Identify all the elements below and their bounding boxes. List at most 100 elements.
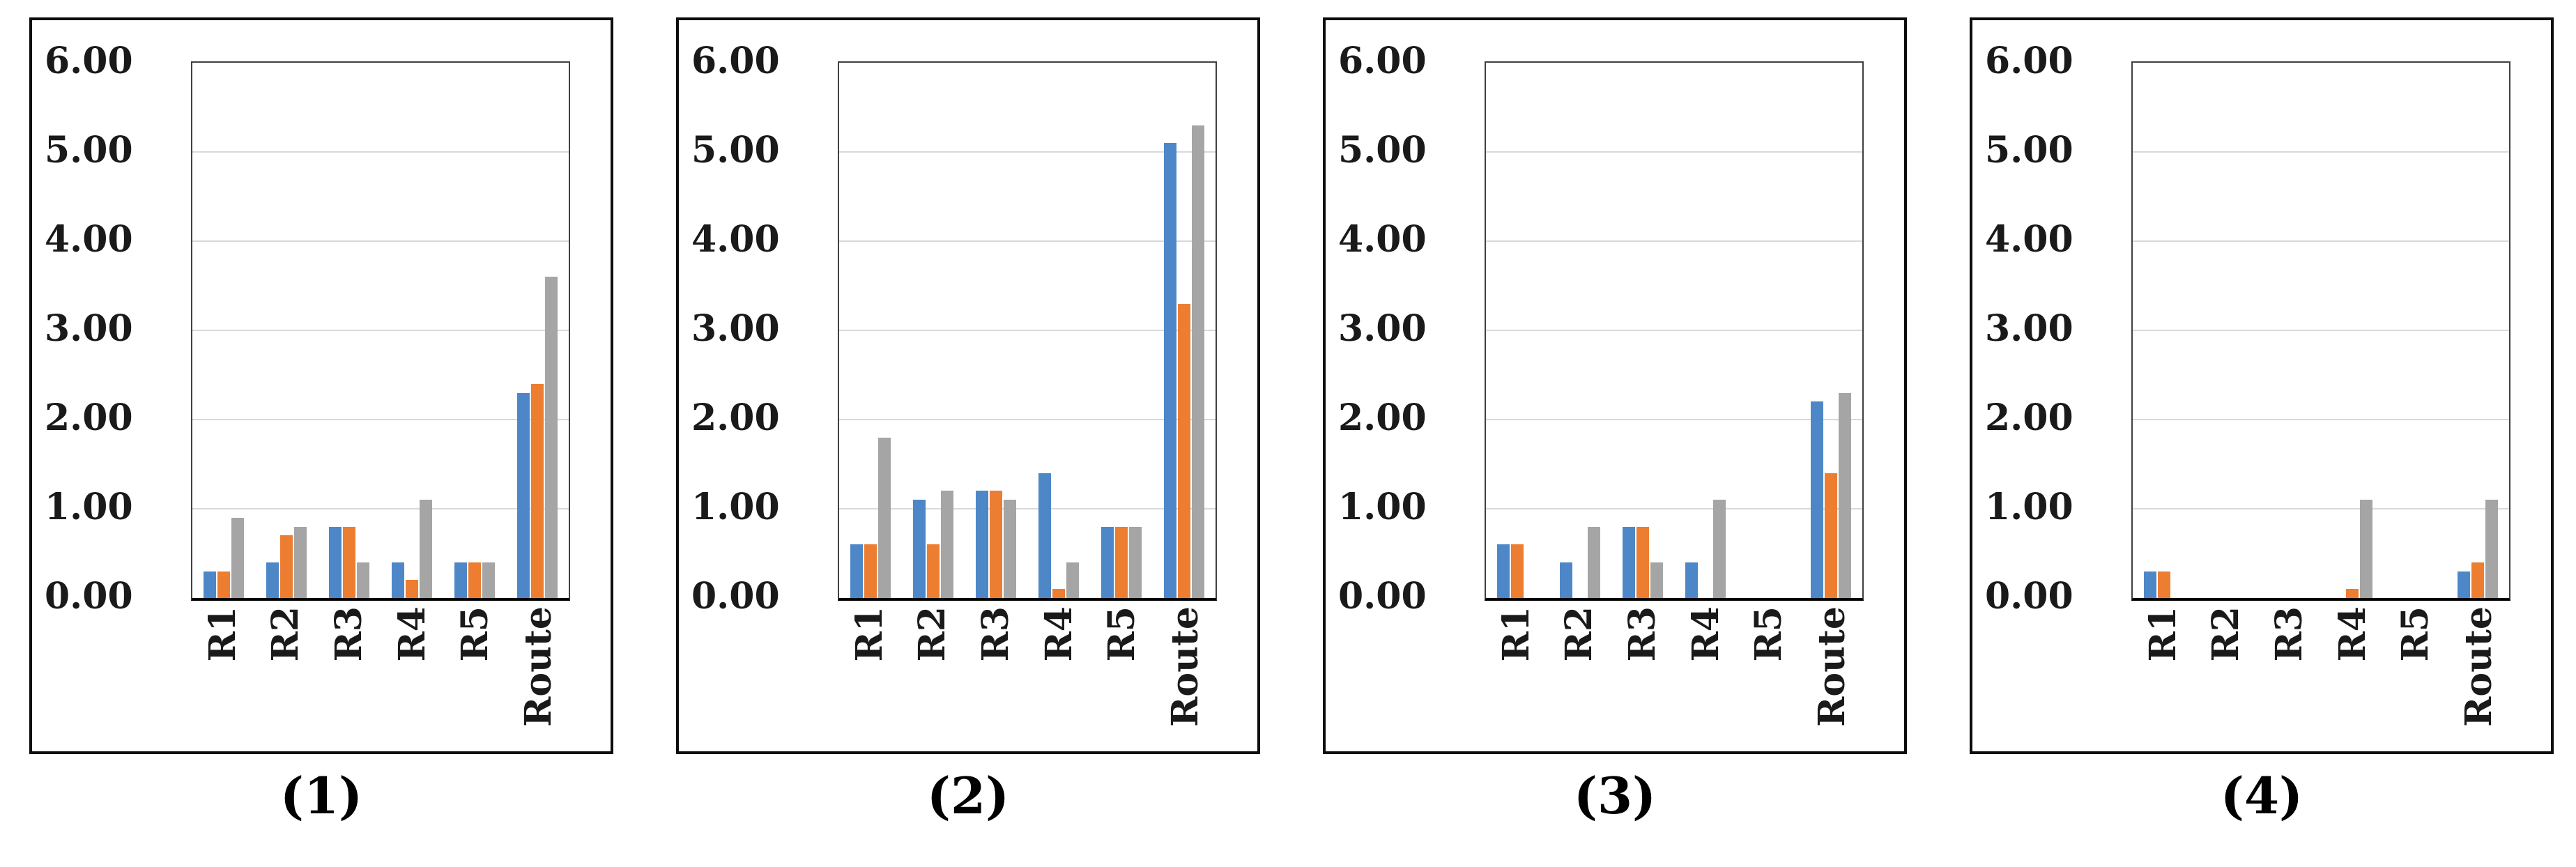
x-axis: R1 R2 R3 R4 R5 Route — [2131, 606, 2510, 727]
x-tick-cell: R2 — [901, 606, 965, 727]
blue-bar — [976, 491, 988, 598]
gridline — [1486, 240, 1862, 242]
gray-bar — [545, 277, 558, 598]
bar-group-r5 — [2384, 63, 2446, 598]
x-tick-cell: R4 — [1027, 606, 1091, 727]
x-tick-cell: R5 — [1091, 606, 1154, 727]
bar-group-r4 — [1674, 63, 1737, 598]
orange-bar — [1636, 527, 1649, 598]
y-tick-label: 1.00 — [45, 486, 133, 528]
blue-bar — [913, 500, 926, 598]
gridline — [1486, 151, 1862, 153]
orange-bar — [990, 491, 1002, 598]
bar-group-r2 — [902, 63, 965, 598]
y-tick-label: 2.00 — [691, 397, 780, 439]
chart-frame: 6.00 5.00 4.00 3.00 2.00 1.00 0.00 R1 R2 R3 R4 R5 R… — [1970, 17, 2554, 754]
y-tick-label: 4.00 — [1985, 218, 2073, 261]
y-tick-label: 2.00 — [1338, 397, 1427, 439]
gridline — [192, 240, 569, 242]
orange-bar — [2158, 571, 2170, 598]
chart-frame: 6.00 5.00 4.00 3.00 2.00 1.00 0.00 R1 R2 R3 R4 R5 R… — [676, 17, 1260, 754]
x-tick-cell: R1 — [1485, 606, 1548, 727]
bar-group-route — [506, 63, 569, 598]
x-tick-cell: R1 — [838, 606, 901, 727]
x-axis: R1 R2 R3 R4 R5 Route — [191, 606, 570, 727]
y-tick-label: 3.00 — [1338, 307, 1427, 350]
orange-bar — [2471, 562, 2484, 598]
gridline — [839, 508, 1216, 509]
gray-bar — [1839, 393, 1851, 598]
bar-group-r2 — [255, 63, 318, 598]
y-tick-label: 5.00 — [1338, 129, 1427, 171]
x-tick-cell: R3 — [1611, 606, 1674, 727]
blue-bar — [1101, 527, 1114, 598]
orange-bar — [343, 527, 355, 598]
gridline — [1486, 508, 1862, 509]
y-tick-label: 0.00 — [1985, 575, 2073, 617]
y-tick-label: 6.00 — [45, 40, 133, 82]
plot-area — [838, 61, 1217, 601]
x-tick-label: Route — [1164, 606, 1207, 727]
gridline — [192, 330, 569, 331]
x-tick-label: R2 — [911, 606, 954, 662]
bar-group-r3 — [965, 63, 1027, 598]
y-tick-label: 3.00 — [45, 307, 133, 350]
x-axis: R1 R2 R3 R4 R5 Route — [838, 606, 1217, 727]
gray-bar — [941, 491, 953, 598]
blue-bar — [392, 562, 404, 598]
chart-frame: 6.00 5.00 4.00 3.00 2.00 1.00 0.00 R1 R2 R3 R4 R5 R… — [1323, 17, 1907, 754]
y-tick-label: 1.00 — [1985, 486, 2073, 528]
y-tick-label: 0.00 — [45, 575, 133, 617]
gray-bar — [294, 527, 307, 598]
gridline — [839, 330, 1216, 331]
gridline — [1486, 419, 1862, 420]
gridline — [192, 508, 569, 509]
x-tick-cell: R5 — [444, 606, 507, 727]
blue-bar — [2144, 571, 2156, 598]
x-tick-label: R5 — [1101, 606, 1144, 662]
x-tick-label: Route — [1811, 606, 1854, 727]
y-tick-label: 3.00 — [691, 307, 780, 350]
x-tick-cell: R2 — [2195, 606, 2258, 727]
x-tick-cell: R3 — [317, 606, 381, 727]
x-tick-cell: R4 — [1674, 606, 1738, 727]
x-tick-cell: R1 — [2131, 606, 2195, 727]
gridline — [192, 419, 569, 420]
panel-caption: (4) — [2220, 766, 2303, 825]
x-tick-cell: R4 — [2321, 606, 2384, 727]
y-tick-label: 4.00 — [1338, 218, 1427, 261]
x-tick-cell: Route — [2447, 606, 2510, 727]
y-tick-label: 0.00 — [691, 575, 780, 617]
orange-bar — [531, 384, 544, 598]
x-tick-label: R3 — [974, 606, 1018, 662]
orange-bar — [864, 544, 877, 598]
x-tick-label: R2 — [1558, 606, 1601, 662]
gray-bar — [1066, 562, 1079, 598]
orange-bar — [468, 562, 481, 598]
panel-caption: (2) — [926, 766, 1010, 825]
x-tick-label: R1 — [1494, 606, 1538, 662]
gray-bar — [1129, 527, 1142, 598]
y-tick-label: 4.00 — [45, 218, 133, 261]
plot-area — [2131, 61, 2510, 601]
gridline — [839, 419, 1216, 420]
y-tick-label: 6.00 — [691, 40, 780, 82]
chart-frame: 6.00 5.00 4.00 3.00 2.00 1.00 0.00 R1 R2 R3 R4 R5 R… — [29, 17, 613, 754]
y-tick-label: 1.00 — [691, 486, 780, 528]
x-tick-label: R5 — [454, 606, 497, 662]
x-tick-cell: R5 — [2384, 606, 2448, 727]
chart-panel: 6.00 5.00 4.00 3.00 2.00 1.00 0.00 R1 R2 R3 R4 R5 R… — [1970, 17, 2554, 825]
bar-group-r2 — [2195, 63, 2258, 598]
figure-strip: 6.00 5.00 4.00 3.00 2.00 1.00 0.00 R1 R2 R3 R4 R5 R… — [29, 17, 2554, 825]
chart-panel: 6.00 5.00 4.00 3.00 2.00 1.00 0.00 R1 R2 R3 R4 R5 R… — [1323, 17, 1907, 825]
gray-bar — [1713, 500, 1726, 598]
gray-bar — [420, 500, 432, 598]
blue-bar — [329, 527, 342, 598]
x-tick-label: Route — [2458, 606, 2501, 727]
bar-group-r2 — [1549, 63, 1611, 598]
plot-area — [1485, 61, 1864, 601]
bar-groups — [1486, 63, 1862, 598]
blue-bar — [1497, 544, 1510, 598]
bar-group-r3 — [1611, 63, 1674, 598]
blue-bar — [2458, 571, 2470, 598]
